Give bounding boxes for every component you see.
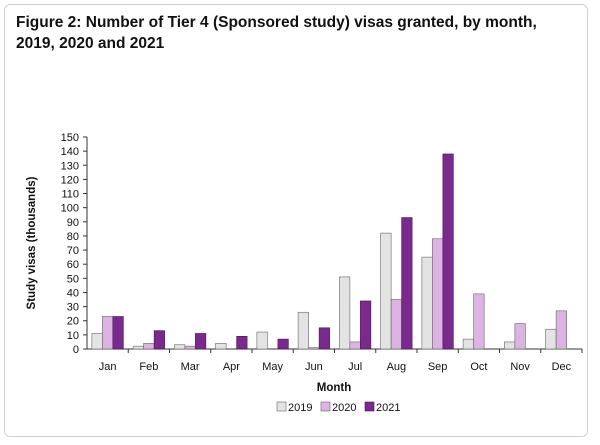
y-tick-label: 130 — [61, 160, 79, 172]
bar-2021-feb — [153, 330, 165, 350]
x-axis-title: Month — [317, 382, 351, 394]
y-tick-label: 50 — [67, 273, 79, 285]
y-tick-label: 150 — [61, 132, 79, 144]
bar-2020-nov — [514, 323, 526, 350]
bar-2021-sep — [442, 153, 454, 350]
bar-2019-mar — [174, 344, 186, 350]
legend-label-2020: 2020 — [332, 402, 356, 414]
bar-2019-may — [256, 331, 268, 350]
y-axis-title: Study visas (thousands) — [26, 176, 38, 309]
y-tick-label: 100 — [61, 203, 79, 215]
x-tick-label: Dec — [552, 361, 572, 373]
legend-swatch-2020 — [320, 401, 331, 412]
x-tick-label: Nov — [510, 361, 530, 373]
x-tick-label: Sep — [428, 361, 448, 373]
y-tick-label: 20 — [67, 316, 79, 328]
bar-2021-apr — [236, 335, 248, 350]
bar-2019-jun — [297, 311, 309, 350]
bar-2020-sep — [432, 238, 444, 350]
bar-2020-mar — [184, 345, 196, 350]
x-tick-label: Apr — [223, 361, 240, 373]
figure-title: Figure 2: Number of Tier 4 (Sponsored st… — [16, 14, 537, 52]
legend-swatch-2021 — [364, 401, 375, 412]
y-tick-label: 90 — [67, 217, 79, 229]
bar-2019-apr — [215, 343, 227, 350]
x-tick-label: May — [262, 361, 283, 373]
x-tick-label: Jan — [99, 361, 117, 373]
y-tick-label: 140 — [61, 146, 79, 158]
bar-2021-mar — [195, 333, 207, 350]
y-tick-label: 0 — [73, 344, 79, 356]
bar-2020-feb — [143, 343, 155, 350]
bar-2021-may — [277, 338, 289, 350]
bar-2019-feb — [132, 345, 144, 350]
x-tick-label: Mar — [181, 361, 200, 373]
y-tick-label: 40 — [67, 287, 79, 299]
figure-frame — [4, 4, 588, 437]
bar-2019-jan — [91, 333, 103, 350]
y-tick-label: 80 — [67, 231, 79, 243]
bar-2021-jun — [318, 327, 330, 350]
bar-2020-aug — [390, 299, 402, 350]
bar-2019-jul — [339, 276, 351, 350]
y-tick-label: 120 — [61, 174, 79, 186]
x-tick-label: Jul — [348, 361, 362, 373]
legend-label-2021: 2021 — [376, 402, 400, 414]
bar-2019-aug — [380, 232, 392, 350]
legend-label-2019: 2019 — [288, 402, 312, 414]
legend-swatch-2019 — [276, 401, 287, 412]
x-tick-label: Oct — [470, 361, 487, 373]
y-tick-label: 30 — [67, 302, 79, 314]
bar-2020-jun — [308, 347, 320, 350]
bar-2021-aug — [401, 217, 413, 350]
y-tick-label: 70 — [67, 245, 79, 257]
bar-2019-sep — [421, 256, 433, 350]
bar-2020-oct — [473, 293, 485, 350]
y-tick-label: 110 — [61, 189, 79, 201]
x-tick-label: Feb — [139, 361, 158, 373]
bar-2021-jul — [360, 300, 372, 350]
bar-2019-oct — [462, 338, 474, 350]
bar-2020-dec — [555, 310, 567, 350]
x-tick-label: Jun — [305, 361, 323, 373]
bar-2019-nov — [504, 341, 516, 350]
y-tick-label: 10 — [67, 330, 79, 342]
bar-2019-dec — [545, 328, 557, 350]
bar-2020-jan — [102, 316, 114, 350]
x-tick-label: Aug — [387, 361, 407, 373]
bar-2020-jul — [349, 341, 361, 350]
bar-2021-jan — [112, 316, 124, 350]
y-tick-label: 60 — [67, 259, 79, 271]
